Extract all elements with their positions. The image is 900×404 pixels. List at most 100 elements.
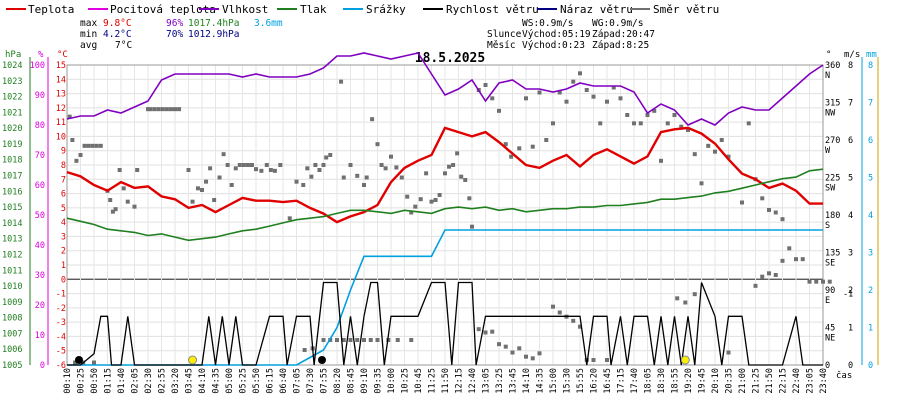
x-axis-label: čas (836, 370, 852, 381)
unit-ms: m/s (844, 50, 860, 60)
tick-pressure: 1006 (2, 345, 22, 355)
wind-direction-point (618, 96, 623, 101)
wind-direction-point (317, 168, 322, 172)
wind-direction-point (305, 166, 310, 171)
wind-direction-point (665, 121, 670, 126)
wind-direction-point (368, 338, 373, 342)
tick-time: 16:20 (590, 368, 600, 394)
wind-direction-point (70, 138, 75, 142)
wind-direction-point (212, 198, 217, 202)
tick-humidity: 30 (35, 271, 45, 281)
tick-time: 10:45 (414, 368, 424, 394)
series-tlak (66, 168, 824, 242)
wind-direction-point (190, 199, 195, 204)
wind-wg: WG:0.9m/s (592, 18, 643, 29)
stats-block: max 9.8°C 96% 1017.4hPa 3.6mm min 4.2°C … (80, 18, 283, 51)
wind-direction-point (82, 143, 87, 148)
tick-time: 05:25 (239, 368, 249, 394)
tick-time: 19:20 (684, 368, 694, 394)
tick-time: 06:15 (266, 368, 276, 394)
wind-direction-point (92, 360, 96, 365)
wind-direction-point (375, 338, 380, 342)
tick-rain: 0 (868, 361, 873, 371)
tick-time: 07:55 (320, 368, 330, 394)
wind-direction-point (578, 71, 582, 76)
axes-layer: 1514131211109876543210-1-2-3-4-5-6102410… (2, 57, 879, 371)
series-teplota (66, 126, 823, 224)
wind-direction-point (108, 198, 113, 202)
tick-time: 01:15 (104, 368, 114, 394)
tick-pressure: 1020 (2, 124, 22, 134)
wind-direction-point (451, 163, 456, 167)
wind-direction-point (767, 271, 771, 276)
tick-time: 18:30 (657, 368, 667, 394)
wind-direction-point (753, 283, 758, 288)
wind-direction-point (679, 124, 684, 129)
legend: Teplota Pocitová teplota Vlhkost Tlak Sr… (6, 3, 719, 16)
wind-direction-point (524, 96, 528, 101)
wind-direction-point (773, 210, 778, 215)
wind-direction-point (394, 165, 399, 170)
tick-humidity: 60 (35, 181, 45, 191)
tick-time: 04:10 (198, 368, 208, 394)
wind-direction-point (229, 183, 234, 187)
tick-time: 02:55 (158, 368, 168, 394)
tick-time: 18:55 (671, 368, 681, 394)
wind-direction-point (645, 113, 650, 117)
tick-time: 12:40 (468, 368, 478, 394)
markers-layer (75, 355, 690, 365)
wind-direction-point (78, 153, 83, 157)
wind-direction-point (773, 273, 778, 277)
moon-label: Měsíc (487, 40, 516, 51)
tick-time: 04:35 (212, 368, 222, 394)
tick-time: 16:45 (603, 368, 613, 394)
tick-wind-dir-label: NW (825, 109, 836, 119)
wind-ws: WS:0.9m/s (522, 18, 573, 29)
wind-direction-point (699, 181, 704, 186)
wind-direction-point (409, 210, 414, 215)
tick-time: 00:50 (90, 368, 100, 394)
wind-direction-point (598, 121, 603, 126)
wind-direction-point (355, 338, 360, 342)
wind-direction-point (418, 197, 423, 202)
tick-time: 13:25 (495, 368, 505, 394)
tick-pressure: 1019 (2, 140, 22, 150)
tick-time: 02:05 (131, 368, 141, 394)
wind-direction-point (268, 168, 273, 172)
wind-direction-point (355, 173, 360, 178)
tick-wind-dir: 315 (825, 99, 840, 109)
legend-naraz: Náraz větru (560, 3, 633, 16)
wind-direction-point (272, 168, 277, 173)
wind-direction-point (156, 107, 161, 112)
wind-direction-point (225, 163, 230, 167)
stats-min-hum: 70% (166, 29, 183, 40)
tick-wind-dir: 225 (825, 174, 840, 184)
wind-direction-point (455, 151, 460, 156)
wind-direction-point (530, 144, 535, 149)
moon-marker (318, 356, 326, 364)
tick-pressure: 1018 (2, 156, 22, 166)
wind-direction-point (490, 329, 495, 334)
wind-direction-point (605, 358, 609, 362)
wind-direction-point (807, 279, 812, 284)
tick-wind-speed: 3 (848, 249, 853, 259)
wind-direction-point (321, 338, 326, 342)
tick-time: 09:35 (374, 368, 384, 394)
legend-srazky: Srážky (366, 3, 406, 16)
tick-pressure: 1009 (2, 298, 22, 308)
wind-direction-point (413, 204, 418, 209)
tick-time: 07:05 (293, 368, 303, 394)
tick-humidity: 0 (40, 361, 45, 371)
wind-direction-point (530, 356, 535, 361)
wind-direction-point (383, 166, 388, 171)
wind-direction-point (245, 163, 250, 167)
wind-direction-point (375, 142, 380, 147)
wind-direction-point (324, 155, 329, 160)
tick-temp: -3 (56, 318, 66, 328)
wind-direction-point (389, 154, 393, 159)
wind-direction-point (509, 154, 514, 159)
wind-direction-point (571, 318, 576, 323)
tick-time: 19:45 (698, 368, 708, 394)
tick-rain: 6 (868, 136, 873, 146)
tick-pressure: 1022 (2, 93, 22, 103)
